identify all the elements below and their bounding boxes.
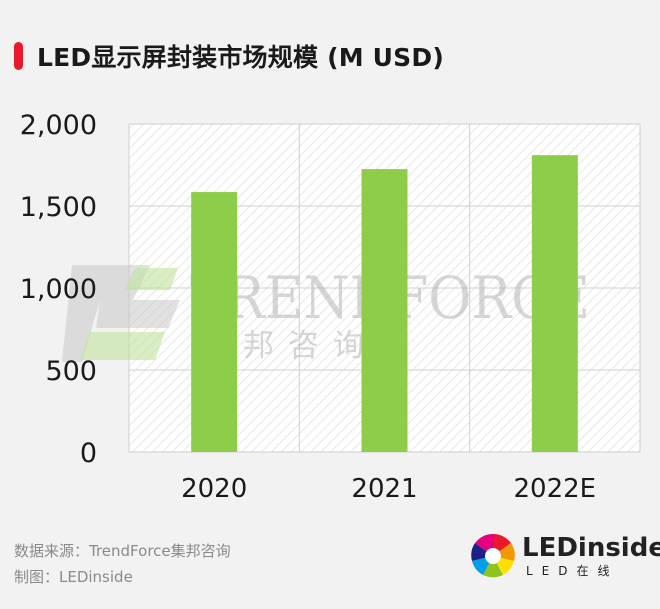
logo-subtitle: LED在线: [526, 564, 619, 578]
trendforce-watermark-logo-icon: [62, 265, 180, 362]
x-tick-label: 2021: [351, 474, 417, 504]
title-accent-marker: [14, 42, 23, 70]
y-tick-label: 0: [80, 438, 97, 469]
y-tick-label: 500: [45, 356, 97, 387]
credit-line: 制图：LEDinside: [14, 568, 133, 586]
bar-2022E: [531, 155, 578, 452]
bar-2020: [191, 192, 238, 452]
y-tick-label: 1,000: [20, 274, 97, 305]
x-tick-label: 2020: [181, 474, 247, 504]
y-tick-label: 2,000: [20, 110, 97, 141]
source-note: 数据来源：TrendForce集邦咨询 制图：LEDinside: [14, 538, 231, 590]
chart-title: LED显示屏封装市场规模 (M USD): [37, 43, 444, 72]
ledinside-logo: LEDinside LED在线: [470, 533, 660, 579]
y-tick-label: 1,500: [20, 192, 97, 223]
x-tick-label: 2022E: [514, 474, 597, 504]
source-line: 数据来源：TrendForce集邦咨询: [14, 542, 231, 560]
ledinside-logo-icon: [471, 533, 515, 578]
bar-2021: [361, 169, 408, 452]
chart-title-bar: LED显示屏封装市场规模 (M USD): [14, 38, 444, 74]
logo-name: LEDinside: [522, 533, 660, 563]
